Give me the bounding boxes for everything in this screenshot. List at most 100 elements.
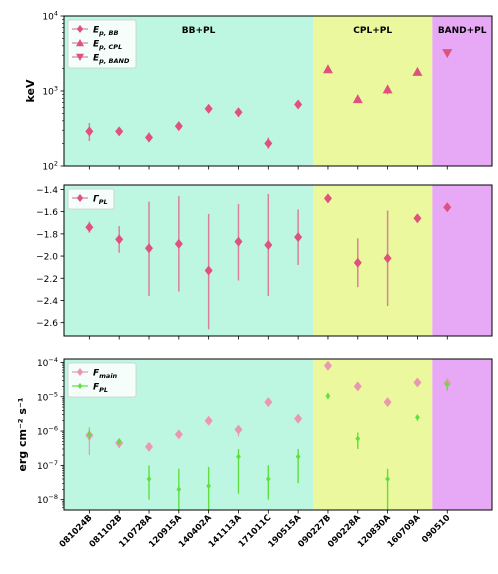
data-point [413, 213, 422, 224]
data-point [85, 126, 94, 137]
legend: Ep, BB Ep, CPL Ep, BAND [67, 19, 137, 69]
data-point [115, 126, 124, 137]
data-point [85, 222, 94, 233]
data-point [146, 476, 152, 483]
data-point [323, 193, 332, 204]
data-point [353, 257, 362, 268]
region-band-pl [432, 16, 492, 166]
region-cpl-pl [313, 359, 433, 510]
legend-box [67, 188, 115, 210]
data-point [294, 232, 303, 243]
series-f-main [85, 360, 452, 456]
legend: ΓPL [67, 188, 115, 210]
y-tick-label: −1.8 [36, 230, 58, 240]
y-tick-label: 10−6 [37, 425, 58, 438]
data-point [352, 94, 363, 104]
data-point [353, 381, 362, 392]
legend-entry: Ep, BB [93, 26, 118, 38]
data-point [174, 121, 183, 132]
data-point [294, 413, 303, 424]
data-point [443, 202, 452, 213]
data-point [174, 238, 183, 249]
legend-marker [76, 39, 84, 47]
legend-entry: Fmain [93, 369, 118, 381]
legend-marker [76, 25, 84, 33]
series-e-p-band [442, 49, 453, 59]
data-point [115, 234, 124, 245]
legend-marker [77, 383, 83, 389]
series-f-pl [86, 380, 450, 510]
y-axis-title: keV [24, 79, 37, 102]
data-point [116, 438, 122, 445]
y-tick-label: 10−4 [37, 356, 58, 369]
data-point [323, 360, 332, 371]
data-point [383, 253, 392, 264]
data-point [264, 138, 273, 149]
data-point [204, 265, 213, 276]
y-tick-label: −2.0 [36, 253, 58, 263]
region-band-pl [432, 185, 492, 336]
data-point [415, 414, 420, 421]
legend-marker [76, 53, 84, 61]
y-tick-label: −2.6 [36, 319, 58, 329]
y-tick-label: −1.6 [36, 208, 58, 218]
x-tick-label: 090510 [420, 513, 452, 545]
plot-frame [63, 184, 493, 337]
y-tick-label: 10−7 [37, 459, 58, 472]
data-point [442, 49, 453, 59]
data-point [444, 381, 450, 388]
data-point [383, 397, 392, 408]
legend-marker [76, 194, 84, 202]
data-point [234, 107, 243, 118]
data-point [412, 66, 423, 76]
data-point [413, 377, 422, 388]
legend-entry: Ep, CPL [93, 40, 122, 52]
data-point [264, 397, 273, 408]
data-point [355, 435, 361, 442]
legend-entry: Ep, BAND [93, 54, 130, 66]
panel-3: 10−8 10−7 10−6 10−5 10−4 erg cm⁻² s⁻¹ Fmain FPL [16, 356, 493, 514]
data-point [145, 441, 154, 452]
data-point [145, 243, 154, 254]
legend-entry: ΓPL [93, 195, 108, 207]
data-point [265, 476, 271, 483]
region-label: BAND+PL [438, 26, 487, 36]
data-point [264, 239, 273, 250]
region-band-pl [432, 359, 492, 510]
data-point [294, 99, 303, 110]
data-point [382, 84, 393, 94]
data-point [174, 429, 183, 440]
data-point [204, 103, 213, 114]
y-axis-title: erg cm⁻² s⁻¹ [16, 397, 29, 471]
legend-entry: FPL [93, 383, 108, 395]
region-cpl-pl [313, 185, 433, 336]
panel-2: −2.6 −2.4 −2.2 −2.0 −1.8 −1.6 −1.4 ΓPL [36, 184, 493, 340]
y-tick-label: 104 [42, 10, 58, 23]
data-point [206, 483, 212, 490]
data-point [322, 64, 333, 74]
y-tick-label: −2.2 [36, 275, 58, 285]
legend: Fmain FPL [67, 362, 137, 398]
plot-frame [63, 15, 493, 167]
y-tick-label: −2.4 [36, 297, 58, 307]
region-bb-pl [64, 185, 314, 336]
region-label: CPL+PL [353, 26, 392, 36]
series-e-p-bb [85, 99, 303, 149]
data-point [176, 486, 182, 493]
legend-marker [76, 368, 84, 376]
data-point [295, 453, 301, 460]
series--pl [85, 193, 452, 330]
data-point [204, 415, 213, 426]
data-point [145, 132, 154, 143]
x-tick-label: 160709A [386, 513, 423, 550]
data-point [236, 453, 241, 460]
y-tick-label: −1.4 [36, 186, 58, 196]
data-point [385, 476, 391, 483]
y-tick-label: 10−8 [37, 493, 58, 506]
y-tick-label: 103 [42, 85, 58, 98]
region-label: BB+PL [182, 26, 216, 36]
series-e-p-cpl [322, 64, 423, 104]
